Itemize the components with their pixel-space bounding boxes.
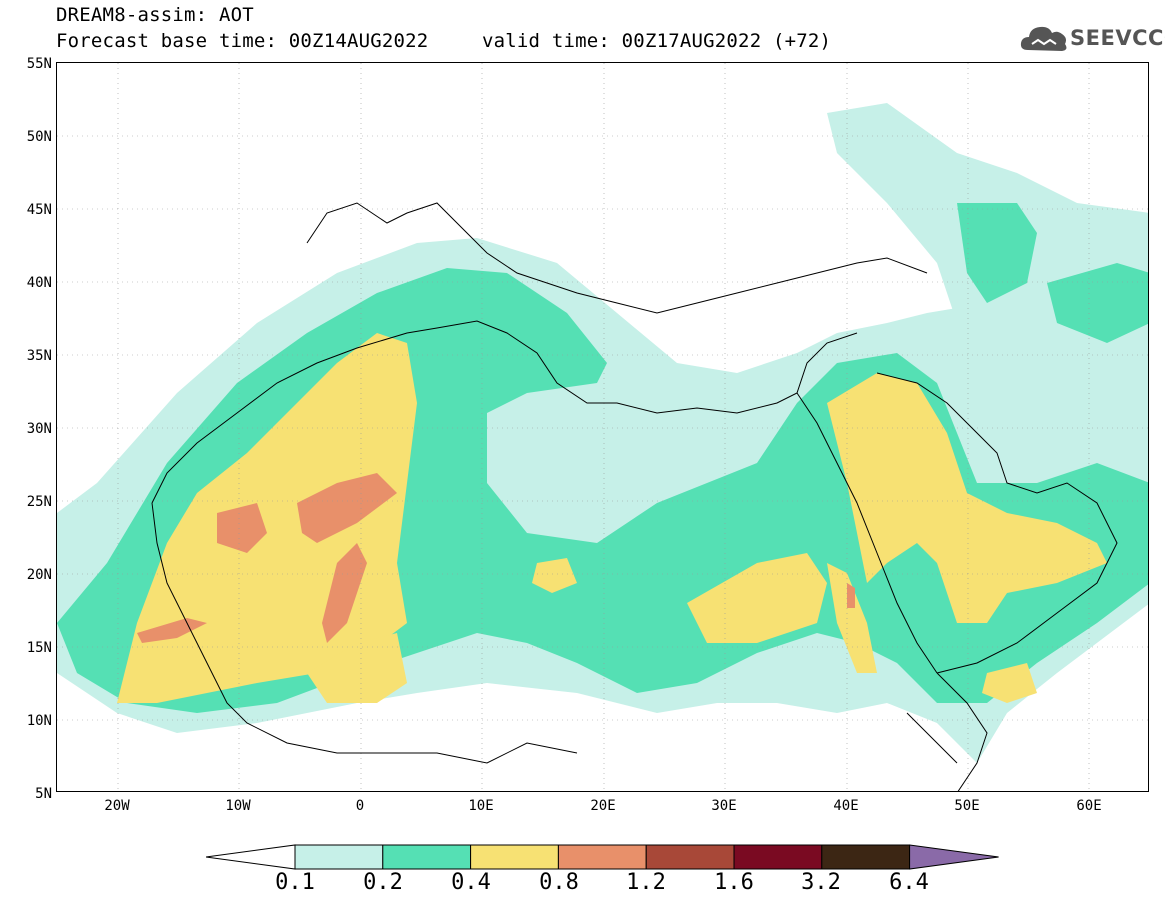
lat-tick-50n: 50N (26, 129, 52, 145)
aot-level-yellow-chad (532, 558, 577, 593)
aot-level-yellow-arabia (827, 373, 1107, 623)
aot-level-orange-2 (297, 473, 397, 543)
colorbar-swatch-6 (733, 844, 823, 870)
colorbar-label-5: 1.6 (714, 870, 754, 895)
lat-tick-45n: 45N (26, 202, 52, 218)
lat-tick-10n: 10N (26, 713, 52, 729)
colorbar-swatch-3 (470, 844, 559, 870)
map-canvas (57, 63, 1148, 791)
aot-level-orange-5 (847, 583, 855, 608)
lat-tick-30n: 30N (26, 421, 52, 437)
colorbar-swatch-under (205, 844, 296, 870)
lat-tick-5n: 5N (35, 786, 52, 802)
aot-level-yellow-oman (982, 663, 1037, 703)
colorbar-swatch-1 (294, 844, 384, 870)
forecast-base-time: Forecast base time: 00Z14AUG2022 (56, 30, 429, 52)
seevccc-logo: SEEVCCC (1018, 20, 1165, 60)
colorbar-swatches (205, 844, 999, 870)
lat-tick-40n: 40N (26, 275, 52, 291)
lon-tick-50e: 50E (954, 798, 980, 814)
lon-tick-20e: 20E (590, 798, 616, 814)
lon-tick-60e: 60E (1076, 798, 1102, 814)
aot-level-green-caspian (957, 203, 1037, 303)
lat-tick-25n: 25N (26, 494, 52, 510)
lat-tick-55n: 55N (26, 56, 52, 72)
colorbar (205, 843, 1001, 875)
cloud-icon (1020, 26, 1067, 51)
coastlines (151, 202, 1118, 791)
lat-tick-20n: 20N (26, 567, 52, 583)
lon-tick-30e: 30E (711, 798, 737, 814)
colorbar-label-6: 3.2 (801, 870, 841, 895)
aot-level-green-east (1047, 263, 1148, 343)
valid-time: valid time: 00Z17AUG2022 (+72) (482, 30, 832, 52)
aot-level-yellow-sahel (307, 633, 407, 703)
colorbar-label-3: 0.8 (539, 870, 579, 895)
colorbar-label-2: 0.4 (451, 870, 491, 895)
lon-tick-10e: 10E (468, 798, 494, 814)
colorbar-swatch-4 (557, 844, 647, 870)
lat-tick-15n: 15N (26, 640, 52, 656)
lon-tick-20w: 20W (104, 798, 130, 814)
lon-tick-40e: 40E (833, 798, 859, 814)
aot-level-yellow-sudan (687, 553, 827, 643)
colorbar-swatch-5 (645, 844, 735, 870)
graticule (57, 63, 1148, 791)
colorbar-label-4: 1.2 (626, 870, 666, 895)
aot-level-orange-4 (137, 618, 207, 643)
lat-tick-35n: 35N (26, 348, 52, 364)
logo-text: SEEVCCC (1070, 26, 1165, 50)
lon-tick-0: 0 (355, 798, 365, 814)
colorbar-swatch-7 (821, 844, 911, 870)
map-title: DREAM8-assim: AOT (56, 4, 254, 26)
aot-level-yellow-redsea (827, 563, 877, 673)
colorbar-label-7: 6.4 (889, 870, 929, 895)
colorbar-label-0: 0.1 (275, 870, 315, 895)
colorbar-swatch-over (909, 844, 999, 870)
aot-level-orange-3 (322, 543, 367, 643)
colorbar-swatch-2 (382, 844, 472, 870)
aot-level-orange-1 (217, 503, 267, 553)
aot-map (56, 62, 1149, 792)
colorbar-label-1: 0.2 (363, 870, 403, 895)
lon-tick-10w: 10W (225, 798, 251, 814)
